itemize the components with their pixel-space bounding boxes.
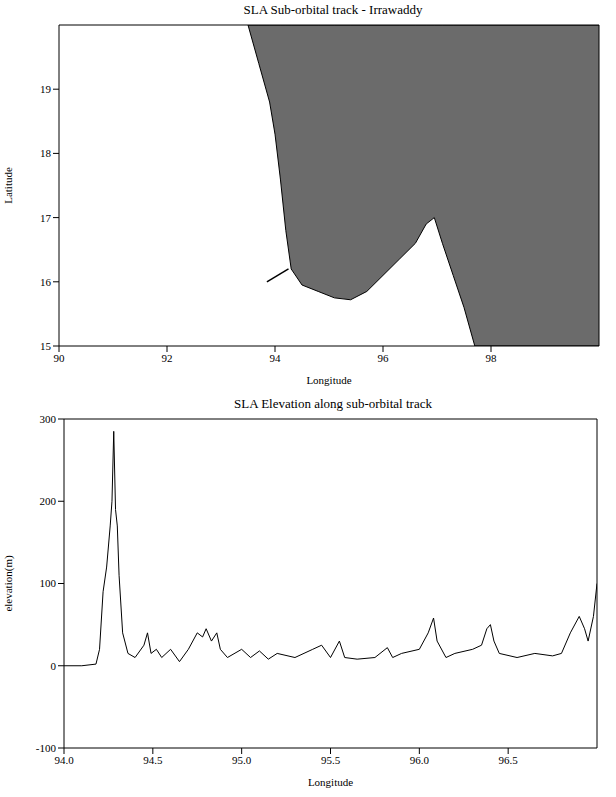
- svg-text:elevation(m): elevation(m): [2, 555, 15, 612]
- svg-text:Latitude: Latitude: [2, 167, 14, 204]
- html-text:SLA Elevation along sub-orbita: SLA Elevation along sub-orbital track: [234, 396, 432, 411]
- html-text:SLA Sub-orbital track - Irrawa: SLA Sub-orbital track - Irrawaddy: [243, 2, 423, 17]
- svg-text:0: 0: [51, 660, 57, 672]
- svg-text:300: 300: [40, 414, 57, 425]
- svg-text:96: 96: [378, 352, 390, 364]
- svg-text:Longitude: Longitude: [308, 776, 353, 788]
- svg-text:16: 16: [40, 276, 52, 288]
- svg-text:17: 17: [40, 212, 52, 224]
- svg-text:18: 18: [40, 147, 52, 159]
- svg-text:90: 90: [54, 352, 66, 364]
- svg-text:94.5: 94.5: [143, 754, 163, 766]
- svg-text:-100: -100: [36, 742, 57, 754]
- svg-text:Longitude: Longitude: [306, 374, 351, 386]
- svg-text:96.0: 96.0: [410, 754, 430, 766]
- svg-text:98: 98: [486, 352, 498, 364]
- svg-text:94.0: 94.0: [54, 754, 74, 766]
- svg-text:94: 94: [270, 352, 282, 364]
- svg-text:19: 19: [40, 83, 52, 95]
- svg-text:200: 200: [40, 495, 57, 507]
- svg-text:95.0: 95.0: [232, 754, 252, 766]
- svg-text:15: 15: [40, 340, 52, 352]
- svg-text:100: 100: [40, 577, 57, 589]
- svg-text:95.5: 95.5: [321, 754, 341, 766]
- svg-text:96.5: 96.5: [499, 754, 519, 766]
- svg-text:92: 92: [162, 352, 173, 364]
